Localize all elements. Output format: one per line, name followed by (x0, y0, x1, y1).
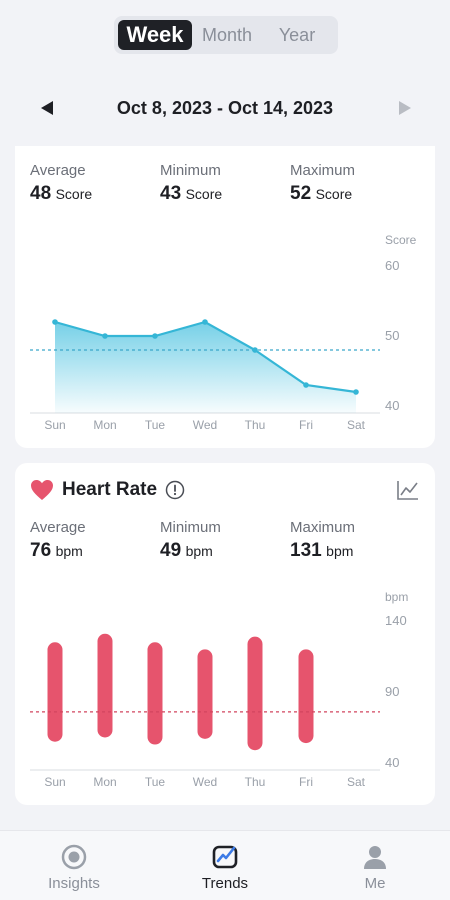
tab-week[interactable]: Week (118, 20, 192, 50)
heart-rate-range-bar (298, 649, 314, 744)
score-chart: Score 60 50 40 Sun Mon Tue Wed Thu Fri Sat (30, 233, 417, 432)
x-tick-label: Fri (299, 775, 313, 789)
heart-rate-range-bar (97, 633, 113, 738)
y-tick-label: 60 (385, 258, 399, 273)
stat-label: Maximum (290, 162, 356, 179)
x-tick-label: Tue (145, 418, 166, 432)
score-data-point (52, 319, 58, 325)
stat-unit: bpm (326, 543, 354, 559)
stat-label: Minimum (160, 162, 221, 179)
score-area-fill (55, 322, 356, 413)
stat-label: Average (30, 519, 86, 536)
y-tick-label: 40 (385, 755, 399, 770)
tab-me[interactable]: Me (325, 843, 425, 892)
insights-icon (61, 844, 87, 870)
trends-icon (212, 845, 238, 869)
tab-label: Insights (48, 875, 100, 892)
heart-rate-range-bar (47, 642, 63, 742)
heart-minimum: Minimum 49 bpm (160, 519, 221, 562)
tab-trends[interactable]: Trends (175, 843, 275, 892)
tab-year[interactable]: Year (278, 24, 316, 45)
stat-value: 52 (290, 183, 312, 204)
next-week-button[interactable] (394, 98, 414, 118)
x-tick-label: Sun (44, 775, 65, 789)
tab-label: Me (364, 875, 386, 892)
score-data-point (252, 347, 258, 353)
stat-value: 43 (160, 183, 182, 204)
y-tick-label: 90 (385, 684, 399, 699)
stat-unit: bpm (185, 543, 213, 559)
heart-rate-chart: bpm 140 90 40 Sun Mon Tue Wed Thu Fri Sat (30, 590, 408, 789)
x-tick-label: Thu (245, 418, 266, 432)
x-tick-label: Mon (93, 775, 116, 789)
tab-label: Trends (201, 875, 249, 892)
stat-value: 131 (290, 540, 322, 561)
stat-unit: Score (185, 186, 223, 202)
period-segmented-control: Week Month Year (114, 16, 338, 54)
score-data-point (353, 389, 359, 395)
heart-rate-range-bar (197, 649, 213, 739)
heart-icon (31, 480, 53, 500)
date-range-label: Oct 8, 2023 - Oct 14, 2023 (116, 97, 334, 118)
heart-rate-title: Heart Rate (62, 479, 158, 500)
score-data-point (102, 333, 108, 339)
stat-value: 48 (30, 183, 52, 204)
x-tick-label: Tue (145, 775, 166, 789)
x-tick-label: Sat (347, 418, 366, 432)
x-tick-label: Mon (93, 418, 116, 432)
x-tick-label: Sat (347, 775, 366, 789)
heart-rate-range-bar (147, 642, 163, 745)
y-axis-unit-label: Score (385, 233, 417, 247)
stat-unit: Score (55, 186, 93, 202)
y-tick-label: 50 (385, 328, 399, 343)
date-navigation: Oct 8, 2023 - Oct 14, 2023 (0, 88, 450, 128)
score-data-point (152, 333, 158, 339)
stat-value: 76 (30, 540, 52, 561)
score-card: Average 48 Score Minimum 43 Score Maximu… (15, 146, 435, 448)
heart-rate-card: Heart Rate Average 76 bpm Minimum 49 bpm… (15, 463, 435, 805)
stat-label: Average (30, 162, 86, 179)
x-tick-label: Thu (245, 775, 266, 789)
heart-rate-header: Heart Rate (30, 479, 185, 501)
score-average: Average 48 Score (30, 162, 92, 205)
stat-value: 49 (160, 540, 182, 561)
tab-month[interactable]: Month (201, 24, 253, 45)
tab-insights[interactable]: Insights (24, 843, 124, 892)
stat-label: Maximum (290, 519, 356, 536)
trend-chart-icon[interactable] (396, 479, 420, 501)
y-tick-label: 40 (385, 398, 399, 413)
score-data-point (202, 319, 208, 325)
x-tick-label: Wed (193, 418, 217, 432)
score-data-point (303, 382, 309, 388)
stat-label: Minimum (160, 519, 221, 536)
previous-week-button[interactable] (38, 98, 58, 118)
heart-rate-range-bar (247, 636, 263, 751)
y-tick-label: 140 (385, 613, 407, 628)
info-icon[interactable] (165, 480, 185, 500)
x-tick-label: Sun (44, 418, 65, 432)
stat-unit: Score (315, 186, 353, 202)
y-axis-unit-label: bpm (385, 590, 408, 604)
stat-unit: bpm (55, 543, 83, 559)
profile-icon (364, 846, 386, 869)
heart-average: Average 76 bpm (30, 519, 86, 562)
bottom-tab-bar: Insights Trends Me (0, 830, 450, 900)
score-minimum: Minimum 43 Score (160, 162, 222, 205)
x-tick-label: Fri (299, 418, 313, 432)
score-maximum: Maximum 52 Score (290, 162, 355, 205)
x-tick-label: Wed (193, 775, 217, 789)
heart-maximum: Maximum 131 bpm (290, 519, 355, 562)
